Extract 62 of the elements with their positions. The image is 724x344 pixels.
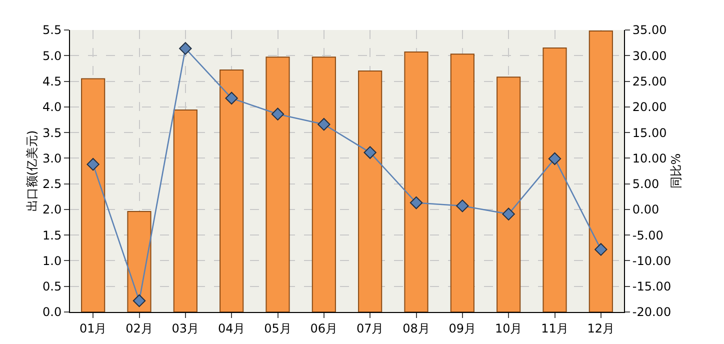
bar xyxy=(542,47,567,312)
y-tick-label: 5.0 xyxy=(42,48,62,63)
bar xyxy=(404,52,428,312)
bar xyxy=(266,56,290,312)
point xyxy=(132,294,146,308)
y2-tick-label: -5.00 xyxy=(632,228,664,242)
y-tick-label: 1.5 xyxy=(42,228,62,242)
point xyxy=(86,158,100,171)
y-tick-label: 3.0 xyxy=(42,151,62,166)
bar xyxy=(312,56,336,312)
y-tick-label: 5.5 xyxy=(42,23,62,38)
bar xyxy=(588,30,613,312)
x-tick-label: 05月 xyxy=(264,321,292,336)
point xyxy=(594,243,608,256)
y2-axis-title: 同比% xyxy=(668,153,683,189)
bar xyxy=(220,69,244,312)
x-tick-label: 02月 xyxy=(126,321,153,336)
x-tick-label: 01月 xyxy=(79,321,107,336)
y-tick-label: 2.5 xyxy=(42,177,62,192)
y-tick-label: 4.5 xyxy=(42,74,62,88)
y-tick-label: 1.0 xyxy=(42,254,62,268)
x-tick-label: 07月 xyxy=(356,321,384,336)
point xyxy=(456,200,469,212)
point xyxy=(364,146,376,159)
x-tick-label: 08月 xyxy=(402,321,430,336)
bar xyxy=(496,76,521,312)
x-tick-label: 04月 xyxy=(218,321,246,336)
x-tick-label: 09月 xyxy=(448,321,476,336)
y-tick-label: 2.0 xyxy=(42,202,62,217)
x-tick-label: 06月 xyxy=(310,321,338,336)
y2-tick-label: -20.00 xyxy=(632,305,672,320)
y2-tick-label: -10.00 xyxy=(632,254,672,268)
y2-tick-label: 25.00 xyxy=(632,74,667,88)
y-tick-label: 0.5 xyxy=(42,280,62,294)
point xyxy=(318,118,330,131)
x-tick-label: 12月 xyxy=(587,321,615,336)
x-tick-label: 11月 xyxy=(541,321,568,336)
y2-tick-label: 10.00 xyxy=(632,151,667,166)
y2-tick-label: 30.00 xyxy=(632,48,667,63)
point xyxy=(548,152,562,166)
y-tick-label: 4.0 xyxy=(42,100,62,114)
y2-tick-label: 15.00 xyxy=(632,126,667,140)
y-tick-label: 3.5 xyxy=(42,126,62,140)
point xyxy=(179,42,192,55)
bar xyxy=(81,78,106,312)
point xyxy=(225,92,238,105)
point xyxy=(410,196,423,210)
y-axis-title: 出口额(亿美元) xyxy=(25,130,39,212)
bar xyxy=(358,70,382,312)
point xyxy=(271,108,284,120)
point xyxy=(502,208,515,220)
bar xyxy=(450,54,474,312)
y2-tick-label: 5.00 xyxy=(632,177,660,192)
x-tick-label: 10月 xyxy=(494,321,522,336)
y2-tick-label: 0.00 xyxy=(632,202,660,217)
bar xyxy=(127,211,152,312)
y2-tick-label: 35.00 xyxy=(632,23,667,38)
y-tick-label: 0.0 xyxy=(42,305,62,320)
bar xyxy=(173,109,198,312)
y2-tick-label: -15.00 xyxy=(632,280,672,294)
y2-tick-label: 20.00 xyxy=(632,100,667,114)
x-tick-label: 03月 xyxy=(172,321,200,336)
